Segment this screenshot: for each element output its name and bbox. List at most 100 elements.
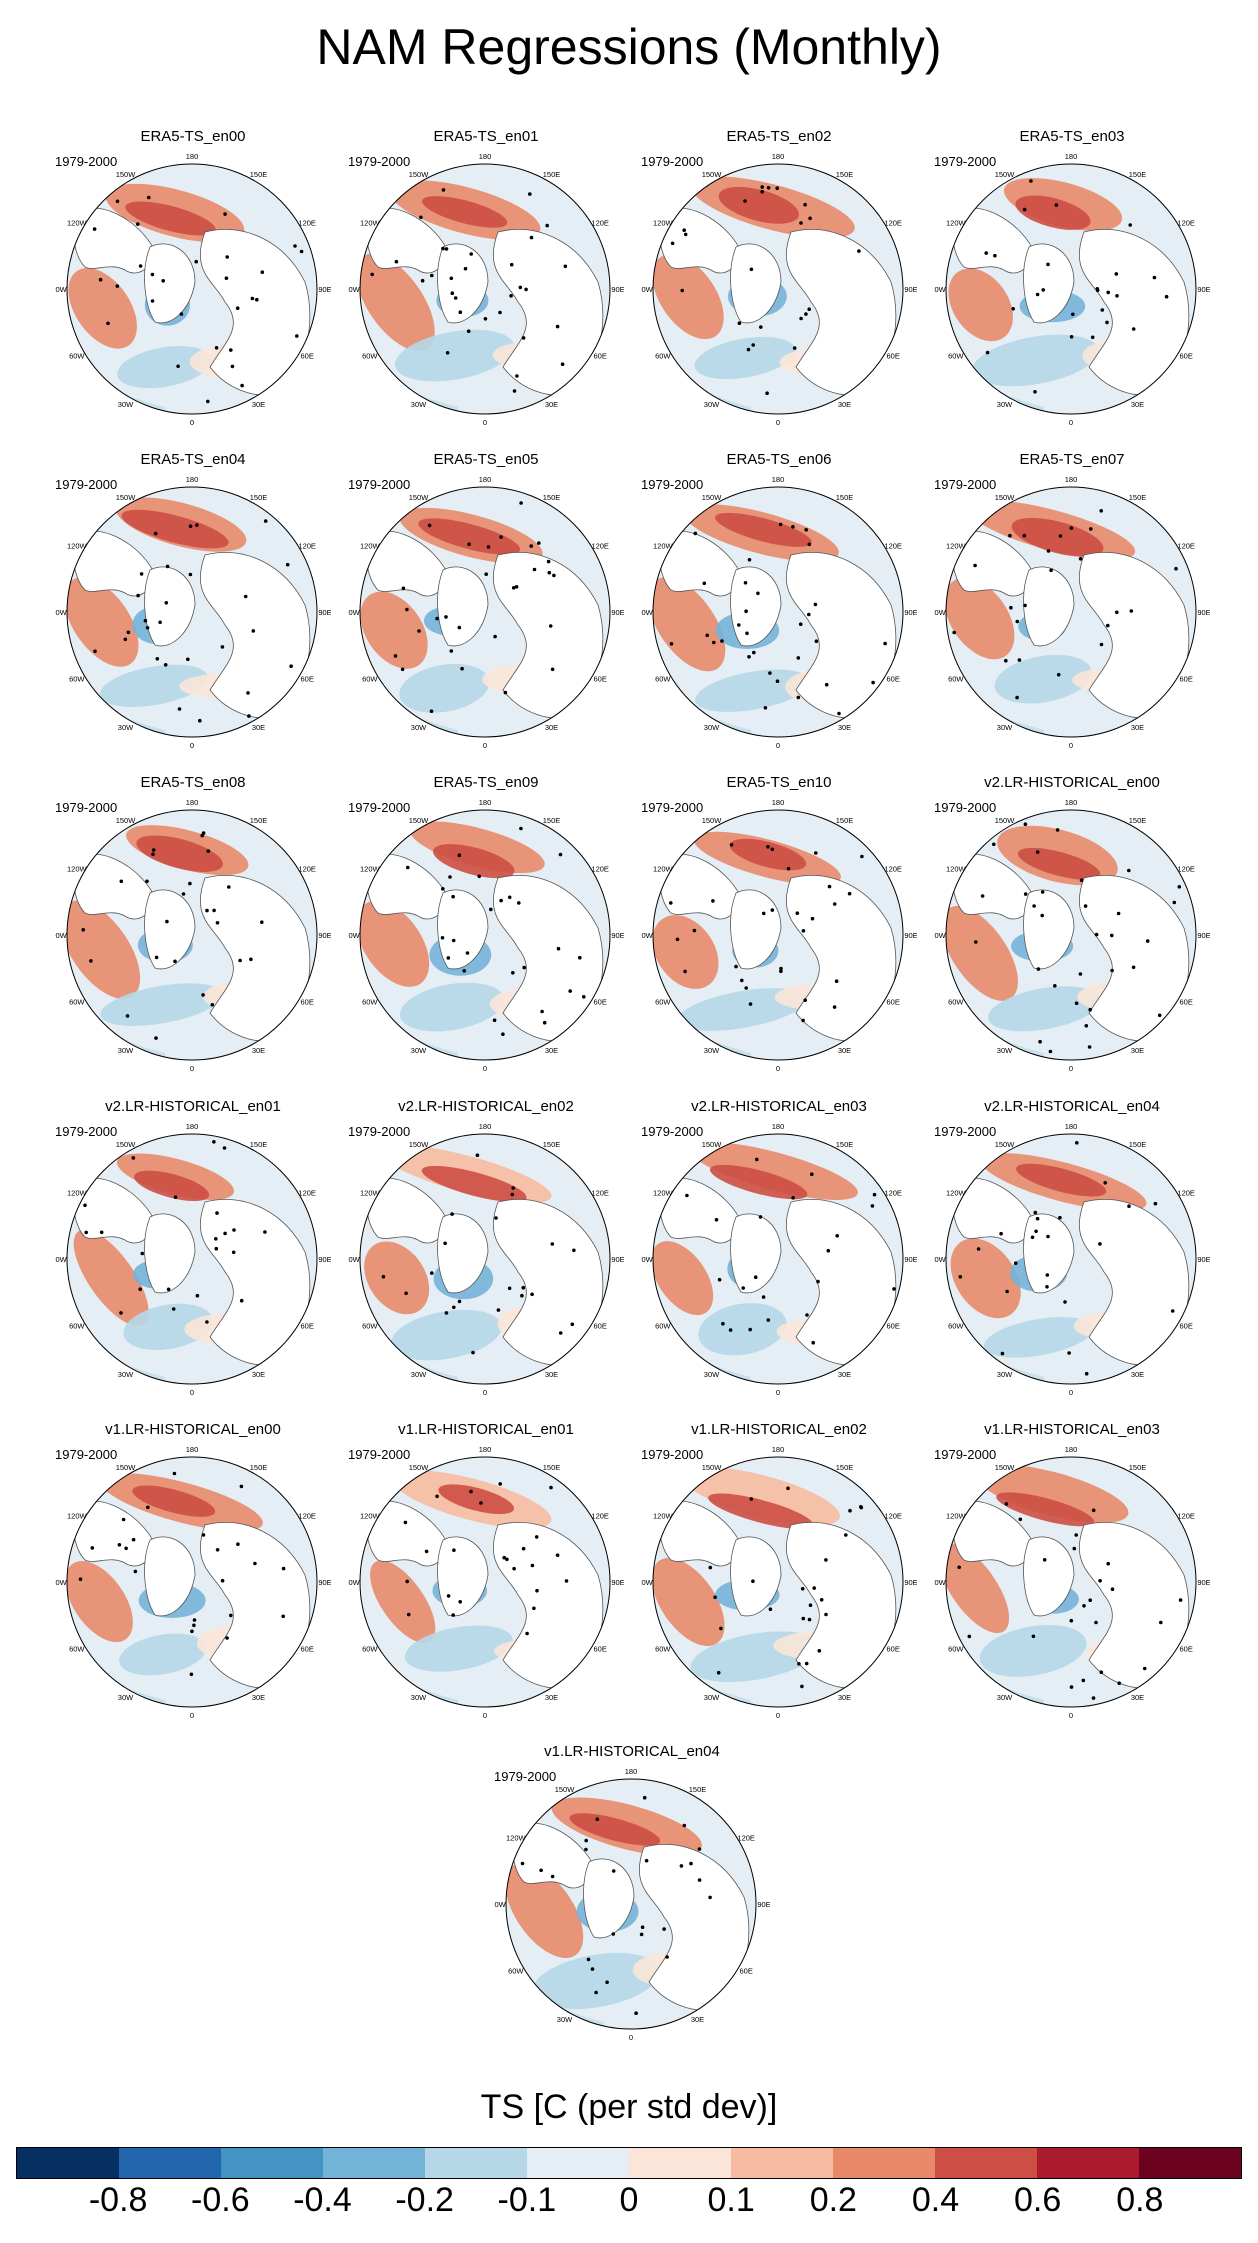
colorbar-tick-label: 0.2 bbox=[809, 2181, 857, 2219]
longitude-label: 120E bbox=[884, 219, 902, 228]
panel-title: ERA5-TS_en10 bbox=[726, 774, 832, 791]
longitude-label: 150E bbox=[250, 1140, 268, 1149]
longitude-label: 180 bbox=[186, 1445, 199, 1454]
longitude-label: 90E bbox=[904, 931, 917, 940]
longitude-label: 90W bbox=[55, 1578, 68, 1587]
period-label: 1979-2000 bbox=[55, 1447, 118, 1462]
panel-title: v2.LR-HISTORICAL_en03 bbox=[691, 1098, 867, 1115]
longitude-label: 120W bbox=[946, 219, 967, 228]
map-panel: v2.LR-HISTORICAL_en02 180 150E 120E 90E 60E 30… bbox=[336, 1098, 636, 1398]
longitude-label: 150E bbox=[543, 493, 561, 502]
map-panel: v1.LR-HISTORICAL_en00 180 150E 120E 90E 60E 30… bbox=[43, 1421, 343, 1721]
longitude-label: 60W bbox=[69, 998, 85, 1007]
longitude-label: 60E bbox=[301, 1322, 314, 1331]
longitude-label: 0 bbox=[483, 1388, 487, 1397]
polar-stereographic-map: 180 150E 120E 90E 60E 30E 0 30W 60W 90W 120W 150W bbox=[348, 152, 624, 427]
longitude-label: 60E bbox=[740, 1967, 753, 1976]
longitude-label: 30E bbox=[1131, 1370, 1144, 1379]
longitude-label: 30E bbox=[252, 400, 265, 409]
map-panel: ERA5-TS_en07 180 150E 120E 90E 60E 30E 0 30W 60W 9… bbox=[922, 451, 1222, 751]
period-label: 1979-2000 bbox=[641, 154, 704, 169]
longitude-label: 0 bbox=[1069, 418, 1073, 427]
panel-title: v2.LR-HISTORICAL_en04 bbox=[984, 1098, 1160, 1115]
longitude-label: 120W bbox=[946, 1189, 967, 1198]
map-panel: ERA5-TS_en06 180 150E 120E 90E 60E 30E 0 30W 60W 9… bbox=[629, 451, 929, 751]
longitude-label: 120W bbox=[653, 542, 674, 551]
panel-title: v2.LR-HISTORICAL_en01 bbox=[105, 1098, 281, 1115]
longitude-label: 90E bbox=[1197, 1578, 1210, 1587]
longitude-label: 180 bbox=[772, 1122, 785, 1131]
polar-stereographic-map: 180 150E 120E 90E 60E 30E 0 30W 60W 90W 120W 150W bbox=[934, 152, 1210, 427]
longitude-label: 150W bbox=[116, 816, 137, 825]
longitude-label: 0 bbox=[483, 1711, 487, 1720]
longitude-label: 150E bbox=[1129, 1463, 1147, 1472]
longitude-label: 60W bbox=[655, 998, 671, 1007]
longitude-label: 120W bbox=[360, 1189, 381, 1198]
panel-title: v1.LR-HISTORICAL_en01 bbox=[398, 1421, 574, 1438]
longitude-label: 150E bbox=[836, 816, 854, 825]
colorbar-swatch bbox=[527, 2148, 629, 2178]
period-label: 1979-2000 bbox=[641, 1124, 704, 1139]
colorbar-tick-label: 0.8 bbox=[1116, 2181, 1164, 2219]
longitude-label: 90E bbox=[904, 608, 917, 617]
longitude-label: 30W bbox=[704, 1370, 720, 1379]
longitude-label: 120W bbox=[946, 542, 967, 551]
longitude-label: 150E bbox=[836, 493, 854, 502]
longitude-label: 150E bbox=[836, 1140, 854, 1149]
map-panel: ERA5-TS_en03 180 150E 120E 90E 60E 30E 0 30W 60W 9… bbox=[922, 128, 1222, 428]
longitude-label: 0 bbox=[190, 418, 194, 427]
longitude-label: 120W bbox=[653, 219, 674, 228]
longitude-label: 180 bbox=[186, 152, 199, 161]
longitude-label: 120E bbox=[591, 1512, 609, 1521]
longitude-label: 180 bbox=[1065, 152, 1078, 161]
period-label: 1979-2000 bbox=[348, 800, 411, 815]
longitude-label: 60W bbox=[362, 1322, 378, 1331]
longitude-label: 60W bbox=[655, 675, 671, 684]
longitude-label: 30E bbox=[252, 723, 265, 732]
panel-title: v2.LR-HISTORICAL_en02 bbox=[398, 1098, 574, 1115]
longitude-label: 60E bbox=[594, 352, 607, 361]
colorbar-swatch bbox=[629, 2148, 731, 2178]
figure-title: NAM Regressions (Monthly) bbox=[316, 19, 942, 75]
panel-title: ERA5-TS_en02 bbox=[726, 128, 832, 145]
longitude-label: 30W bbox=[118, 1046, 134, 1055]
longitude-label: 120W bbox=[67, 865, 88, 874]
longitude-label: 30E bbox=[252, 1693, 265, 1702]
longitude-label: 90W bbox=[934, 285, 947, 294]
longitude-label: 30W bbox=[411, 1046, 427, 1055]
longitude-label: 60W bbox=[655, 352, 671, 361]
map-panel: v1.LR-HISTORICAL_en04 180 150E 120E 90E 60E 30… bbox=[482, 1743, 782, 2043]
longitude-label: 60W bbox=[948, 1645, 964, 1654]
longitude-label: 90W bbox=[55, 285, 68, 294]
longitude-label: 180 bbox=[479, 1445, 492, 1454]
longitude-label: 120W bbox=[360, 219, 381, 228]
longitude-label: 60W bbox=[362, 998, 378, 1007]
longitude-label: 60E bbox=[594, 998, 607, 1007]
polar-stereographic-map: 180 150E 120E 90E 60E 30E 0 30W 60W 90W 120W 150W bbox=[348, 475, 624, 750]
longitude-label: 150E bbox=[543, 816, 561, 825]
colorbar-swatch bbox=[17, 2148, 119, 2178]
longitude-label: 90E bbox=[318, 285, 331, 294]
polar-stereographic-map: 180 150E 120E 90E 60E 30E 0 30W 60W 90W 120W 150W bbox=[934, 1122, 1210, 1397]
longitude-label: 120E bbox=[591, 542, 609, 551]
longitude-label: 90E bbox=[318, 931, 331, 940]
longitude-label: 150W bbox=[409, 816, 430, 825]
longitude-label: 30W bbox=[411, 1693, 427, 1702]
longitude-label: 120E bbox=[884, 1189, 902, 1198]
longitude-label: 120W bbox=[653, 1189, 674, 1198]
longitude-label: 150W bbox=[409, 1140, 430, 1149]
longitude-label: 30W bbox=[704, 1046, 720, 1055]
longitude-label: 120W bbox=[506, 1834, 527, 1843]
polar-stereographic-map: 180 150E 120E 90E 60E 30E 0 30W 60W 90W 120W 150W bbox=[641, 1122, 917, 1397]
polar-stereographic-map: 180 150E 120E 90E 60E 30E 0 30W 60W 90W 120W 150W bbox=[934, 475, 1210, 750]
panel-title: v1.LR-HISTORICAL_en00 bbox=[105, 1421, 281, 1438]
longitude-label: 60E bbox=[1180, 352, 1193, 361]
longitude-label: 180 bbox=[1065, 1445, 1078, 1454]
longitude-label: 30W bbox=[704, 723, 720, 732]
map-panel: ERA5-TS_en02 180 150E 120E 90E 60E 30E 0 30W 60W 9… bbox=[629, 128, 929, 428]
longitude-label: 60E bbox=[594, 1322, 607, 1331]
longitude-label: 60W bbox=[948, 675, 964, 684]
colorbar-swatch bbox=[425, 2148, 527, 2178]
period-label: 1979-2000 bbox=[55, 477, 118, 492]
colorbar-swatch bbox=[833, 2148, 935, 2178]
